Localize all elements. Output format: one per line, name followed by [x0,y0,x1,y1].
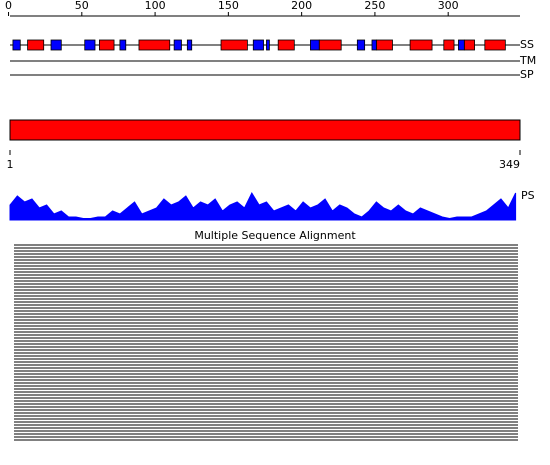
helix [98,39,115,51]
track-label: TM [519,54,536,67]
strand [356,39,366,51]
profile-area [9,191,517,221]
strand [252,39,264,51]
strand [458,39,465,51]
strand [186,39,193,51]
helix [409,39,433,51]
strand [310,39,320,51]
helix [484,39,506,51]
strand [84,39,96,51]
domain-start: 1 [7,158,14,171]
strand [50,39,62,51]
ruler-label: 50 [75,0,89,12]
ruler-label: 250 [364,0,385,12]
ruler-label: 100 [145,0,166,12]
ruler-label: 200 [291,0,312,12]
helix [138,39,171,51]
track-label: PS [521,189,535,202]
track-label: SP [520,68,534,81]
strand [119,39,127,51]
domain-bar [9,119,521,141]
ruler-label: 0 [5,0,12,12]
strand [371,39,377,51]
ruler-label: 150 [218,0,239,12]
helix [27,39,45,51]
strand [12,39,21,51]
ruler-label: 300 [438,0,459,12]
track-label: SS [520,38,534,51]
helix [443,39,455,51]
helix [318,39,342,51]
helix [463,39,475,51]
domain-end: 349 [499,158,520,171]
helix [220,39,248,51]
helix [277,39,295,51]
helix [375,39,393,51]
alignment-title: Multiple Sequence Alignment [194,229,356,242]
strand [173,39,182,51]
strand [266,39,270,51]
